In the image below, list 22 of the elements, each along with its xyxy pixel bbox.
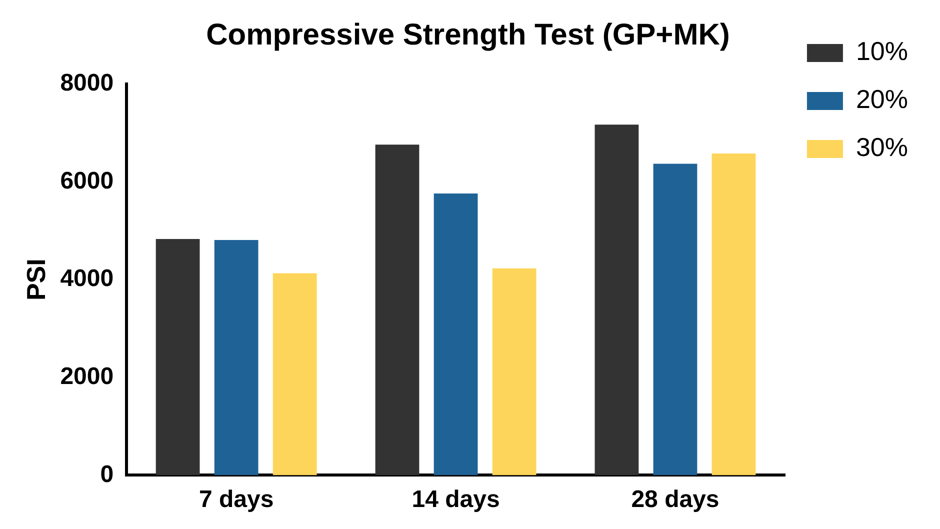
bar (594, 124, 639, 476)
bar (653, 164, 698, 476)
bar (712, 153, 756, 476)
y-axis-title: PSI (20, 258, 51, 301)
bar (214, 240, 258, 476)
legend-label: 30% (856, 132, 908, 162)
legend-label: 20% (856, 84, 908, 114)
legend-label: 10% (856, 36, 908, 66)
x-tick-label: 14 days (412, 486, 500, 514)
bar (272, 273, 317, 476)
x-tick-label: 28 days (631, 486, 720, 514)
y-tick-label: 4000 (60, 265, 114, 292)
y-tick-label: 2000 (60, 363, 114, 390)
bar (375, 144, 420, 476)
chart-title: Compressive Strength Test (GP+MK) (206, 18, 730, 52)
y-tick-label: 0 (100, 460, 114, 488)
bar (434, 194, 478, 476)
bar (492, 268, 536, 476)
bar (156, 239, 200, 476)
y-tick-label: 8000 (60, 70, 114, 97)
y-tick-label: 6000 (60, 167, 114, 194)
x-tick-label: 7 days (198, 486, 274, 514)
